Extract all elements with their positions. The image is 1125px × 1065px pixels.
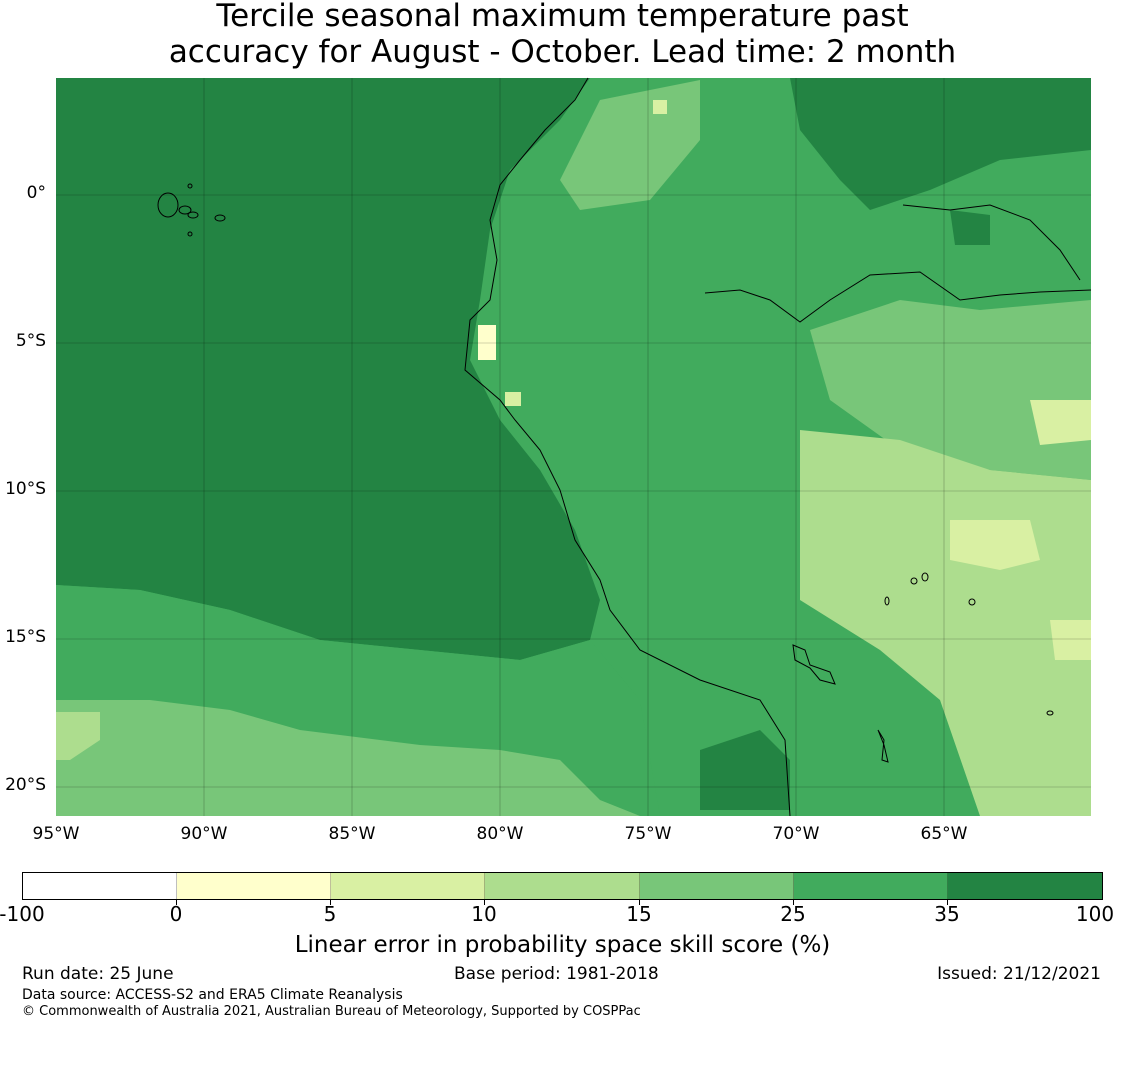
small-lake — [1046, 710, 1054, 716]
lon-label-85w: 85°W — [328, 824, 376, 844]
coastline — [464, 77, 791, 817]
southeast-band-5-10 — [950, 520, 1040, 570]
colorbar-tick — [639, 900, 640, 905]
colorbar-tick-label: 5 — [323, 902, 337, 926]
lat-label-5s: 5°S — [15, 331, 46, 351]
colorbar-segment — [331, 873, 485, 899]
copyright: © Commonwealth of Australia 2021, Austra… — [22, 1004, 641, 1019]
colorbar-tick-label: 0 — [169, 902, 183, 926]
lon-label-75w: 75°W — [624, 824, 672, 844]
lake-poopo — [877, 729, 889, 763]
colorbar-tick-label: 10 — [471, 902, 497, 926]
lat-label-20s: 20°S — [5, 775, 46, 795]
colorbar-tick-label: -100 — [0, 902, 45, 926]
issued-date: Issued: 21/12/2021 — [937, 964, 1101, 984]
lake-titicaca — [792, 644, 836, 685]
data-source: Data source: ACCESS-S2 and ERA5 Climate … — [22, 987, 403, 1003]
small-lake — [921, 572, 929, 582]
galapagos-islands — [157, 183, 226, 237]
amazon-east-high-skill — [950, 210, 990, 245]
run-date: Run date: 25 June — [22, 964, 174, 984]
east-band-5-10 — [1030, 400, 1091, 445]
lat-label-0: 0° — [26, 183, 46, 203]
lat-label-10s: 10°S — [5, 479, 46, 499]
ocean-high-skill-region — [56, 78, 600, 660]
coastal-spot-5-10 — [505, 392, 521, 406]
colorbar-tick-label: 15 — [626, 902, 652, 926]
colorbar-segment — [23, 873, 177, 899]
title-line-1: Tercile seasonal maximum temperature pas… — [216, 0, 909, 34]
colorbar-tick — [330, 900, 331, 905]
colorbar-tick-label: 35 — [934, 902, 960, 926]
small-lake — [910, 577, 918, 585]
colorbar-segment — [485, 873, 640, 899]
colorbar-segment — [948, 873, 1102, 899]
base-period: Base period: 1981-2018 — [454, 964, 659, 984]
river-north — [902, 204, 1081, 281]
lat-label-15s: 15°S — [5, 627, 46, 647]
colorbar-tick — [947, 900, 948, 905]
colorbar-segment — [794, 873, 948, 899]
ocean-southwest-band-10-15 — [56, 712, 100, 760]
lon-label-95w: 95°W — [32, 824, 80, 844]
coastal-spot-0-5 — [478, 325, 496, 360]
skill-score-map — [56, 77, 1092, 817]
colorbar — [22, 872, 1103, 900]
colorbar-tick-label: 25 — [780, 902, 806, 926]
map-fill-regions — [56, 78, 1091, 816]
colorbar-tick — [793, 900, 794, 905]
colorbar-tick — [484, 900, 485, 905]
lon-label-80w: 80°W — [476, 824, 524, 844]
colorbar-tick-label: 100 — [1075, 902, 1115, 926]
amazon-north-high-skill — [790, 78, 1091, 210]
river-amazon — [704, 271, 1092, 323]
southeast-corner-5-10 — [1050, 620, 1091, 660]
lon-label-65w: 65°W — [920, 824, 968, 844]
south-inland-high-skill — [700, 730, 790, 810]
lon-label-90w: 90°W — [180, 824, 228, 844]
ocean-south-band-15-25 — [56, 700, 640, 816]
colorbar-tick — [176, 900, 177, 905]
north-spot-5-10 — [653, 100, 667, 114]
colorbar-segment — [177, 873, 331, 899]
lon-label-70w: 70°W — [772, 824, 820, 844]
small-lake — [884, 596, 890, 606]
small-lake — [968, 598, 976, 606]
title-line-2: accuracy for August - October. Lead time… — [168, 34, 957, 70]
gridlines — [56, 78, 1091, 816]
central-band-15-25 — [810, 300, 1091, 480]
colorbar-segment — [640, 873, 794, 899]
colorbar-label: Linear error in probability space skill … — [294, 932, 831, 958]
